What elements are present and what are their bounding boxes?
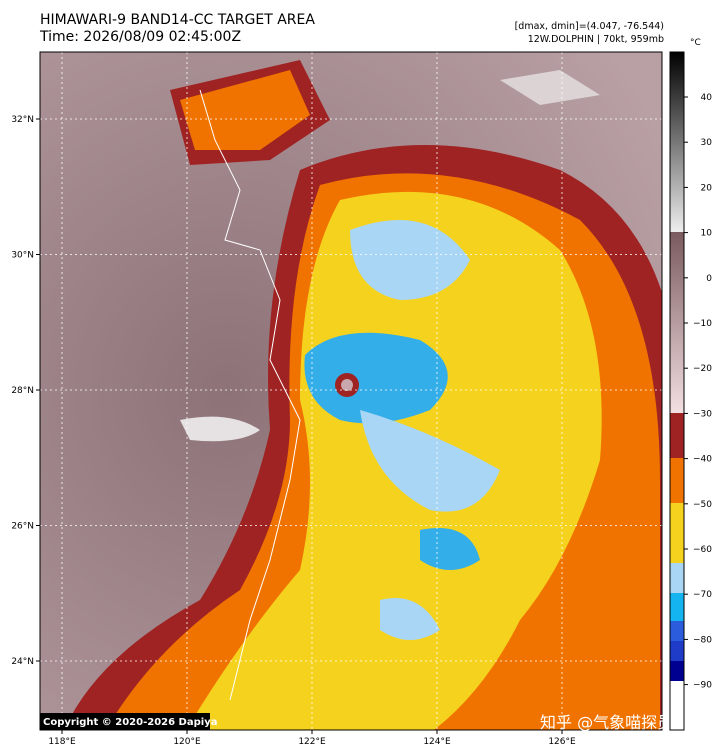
lon-label: 118°E — [48, 737, 76, 747]
lon-label: 120°E — [173, 737, 201, 747]
info: [dmax, dmin]=(4.047, -76.544) — [515, 21, 664, 32]
colorbar-tick-label: −20 — [693, 364, 712, 374]
lon-label: 124°E — [423, 737, 451, 747]
map-frame — [39, 51, 663, 731]
colorbar-tick-label: 40 — [701, 93, 713, 103]
time: Time: 2026/08/09 02:45:00Z — [39, 29, 241, 45]
colorbar-tick-label: −40 — [693, 455, 712, 465]
satellite-image — [40, 52, 662, 730]
watermark: 知乎 @气象喵探员 — [540, 713, 673, 732]
colorbar-tick-label: −70 — [693, 590, 712, 600]
colorbar-tick-label: 0 — [706, 274, 712, 284]
colorbar-tick-label: −30 — [693, 409, 712, 419]
copyright: Copyright © 2020-2026 Dapiya — [43, 717, 217, 728]
lat-label: 28°N — [11, 386, 34, 396]
info: 12W.DOLPHIN | 70kt, 959mb — [528, 34, 664, 45]
colorbar-tick-label: −60 — [693, 545, 712, 555]
lat-label: 26°N — [11, 522, 34, 532]
copyright-box — [40, 713, 210, 730]
colorbar-tick-label: −80 — [693, 635, 712, 645]
colorbar-tick-label: 20 — [701, 183, 713, 193]
colorbar-tick-label: −90 — [693, 681, 712, 691]
lon-label: 122°E — [298, 737, 326, 747]
title: HIMAWARI-9 BAND14-CC TARGET AREA — [40, 12, 315, 28]
colorbar-unit: °C — [690, 38, 701, 48]
lat-label: 30°N — [11, 251, 34, 261]
colorbar-tick-label: −10 — [693, 319, 712, 329]
colorbar — [669, 51, 685, 731]
graticule — [40, 52, 662, 730]
colorbar-tick-label: −50 — [693, 500, 712, 510]
lat-label: 32°N — [11, 115, 34, 125]
lon-label: 126°E — [548, 737, 576, 747]
colorbar-tick-label: 30 — [701, 138, 713, 148]
lat-label: 24°N — [11, 657, 34, 667]
colorbar-tick-label: 10 — [701, 229, 713, 239]
